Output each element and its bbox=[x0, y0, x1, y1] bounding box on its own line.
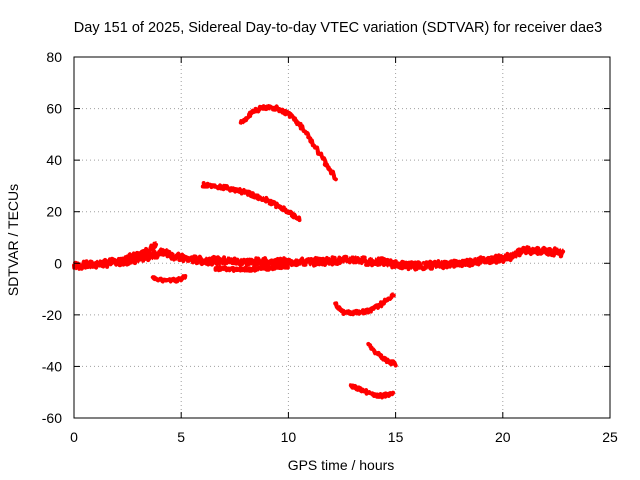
series-arc-low-4 bbox=[150, 274, 188, 284]
series-arc-baseline bbox=[72, 245, 566, 272]
series-line bbox=[214, 264, 290, 272]
x-tick-label: 5 bbox=[177, 429, 185, 445]
series-line bbox=[334, 292, 394, 315]
series-arc-low-18 bbox=[333, 292, 396, 317]
series-arc-upper-60 bbox=[238, 104, 338, 182]
x-axis-label: GPS time / hours bbox=[288, 457, 395, 473]
y-axis-label: SDTVAR / TECUs bbox=[5, 184, 21, 296]
series-arc-low-35 bbox=[366, 341, 398, 368]
series-layer bbox=[72, 104, 566, 400]
y-tick-label: 20 bbox=[46, 204, 62, 220]
x-tick-label: 0 bbox=[70, 429, 78, 445]
y-tick-label: -60 bbox=[42, 410, 62, 426]
y-tick-label: 0 bbox=[54, 255, 62, 271]
series-line bbox=[151, 275, 186, 283]
series-line bbox=[349, 383, 395, 399]
x-tick-label: 20 bbox=[495, 429, 511, 445]
series-arc-upper-30 bbox=[200, 181, 302, 223]
plot-frame bbox=[73, 56, 611, 419]
series-line bbox=[240, 105, 336, 180]
y-tick-label: 80 bbox=[46, 49, 62, 65]
series-arc-low-50 bbox=[348, 383, 396, 400]
x-tick-label: 10 bbox=[281, 429, 297, 445]
axis-ticks: 0 5 10 15 20 25 -60 -40 -20 0 20 40 60 80 bbox=[42, 49, 618, 445]
x-tick-label: 25 bbox=[602, 429, 618, 445]
series-arc-low-7 bbox=[213, 262, 290, 273]
y-tick-label: 40 bbox=[46, 152, 62, 168]
x-tick-label: 15 bbox=[388, 429, 404, 445]
y-tick-label: -20 bbox=[42, 307, 62, 323]
y-tick-label: -40 bbox=[42, 358, 62, 374]
series-line bbox=[72, 245, 564, 271]
y-tick-label: 60 bbox=[46, 101, 62, 117]
series-arc-ramp-early bbox=[118, 241, 158, 266]
series-line bbox=[120, 241, 157, 264]
chart-title: Day 151 of 2025, Sidereal Day-to-day VTE… bbox=[74, 20, 602, 36]
series-line bbox=[367, 343, 397, 367]
series-line bbox=[201, 182, 301, 221]
